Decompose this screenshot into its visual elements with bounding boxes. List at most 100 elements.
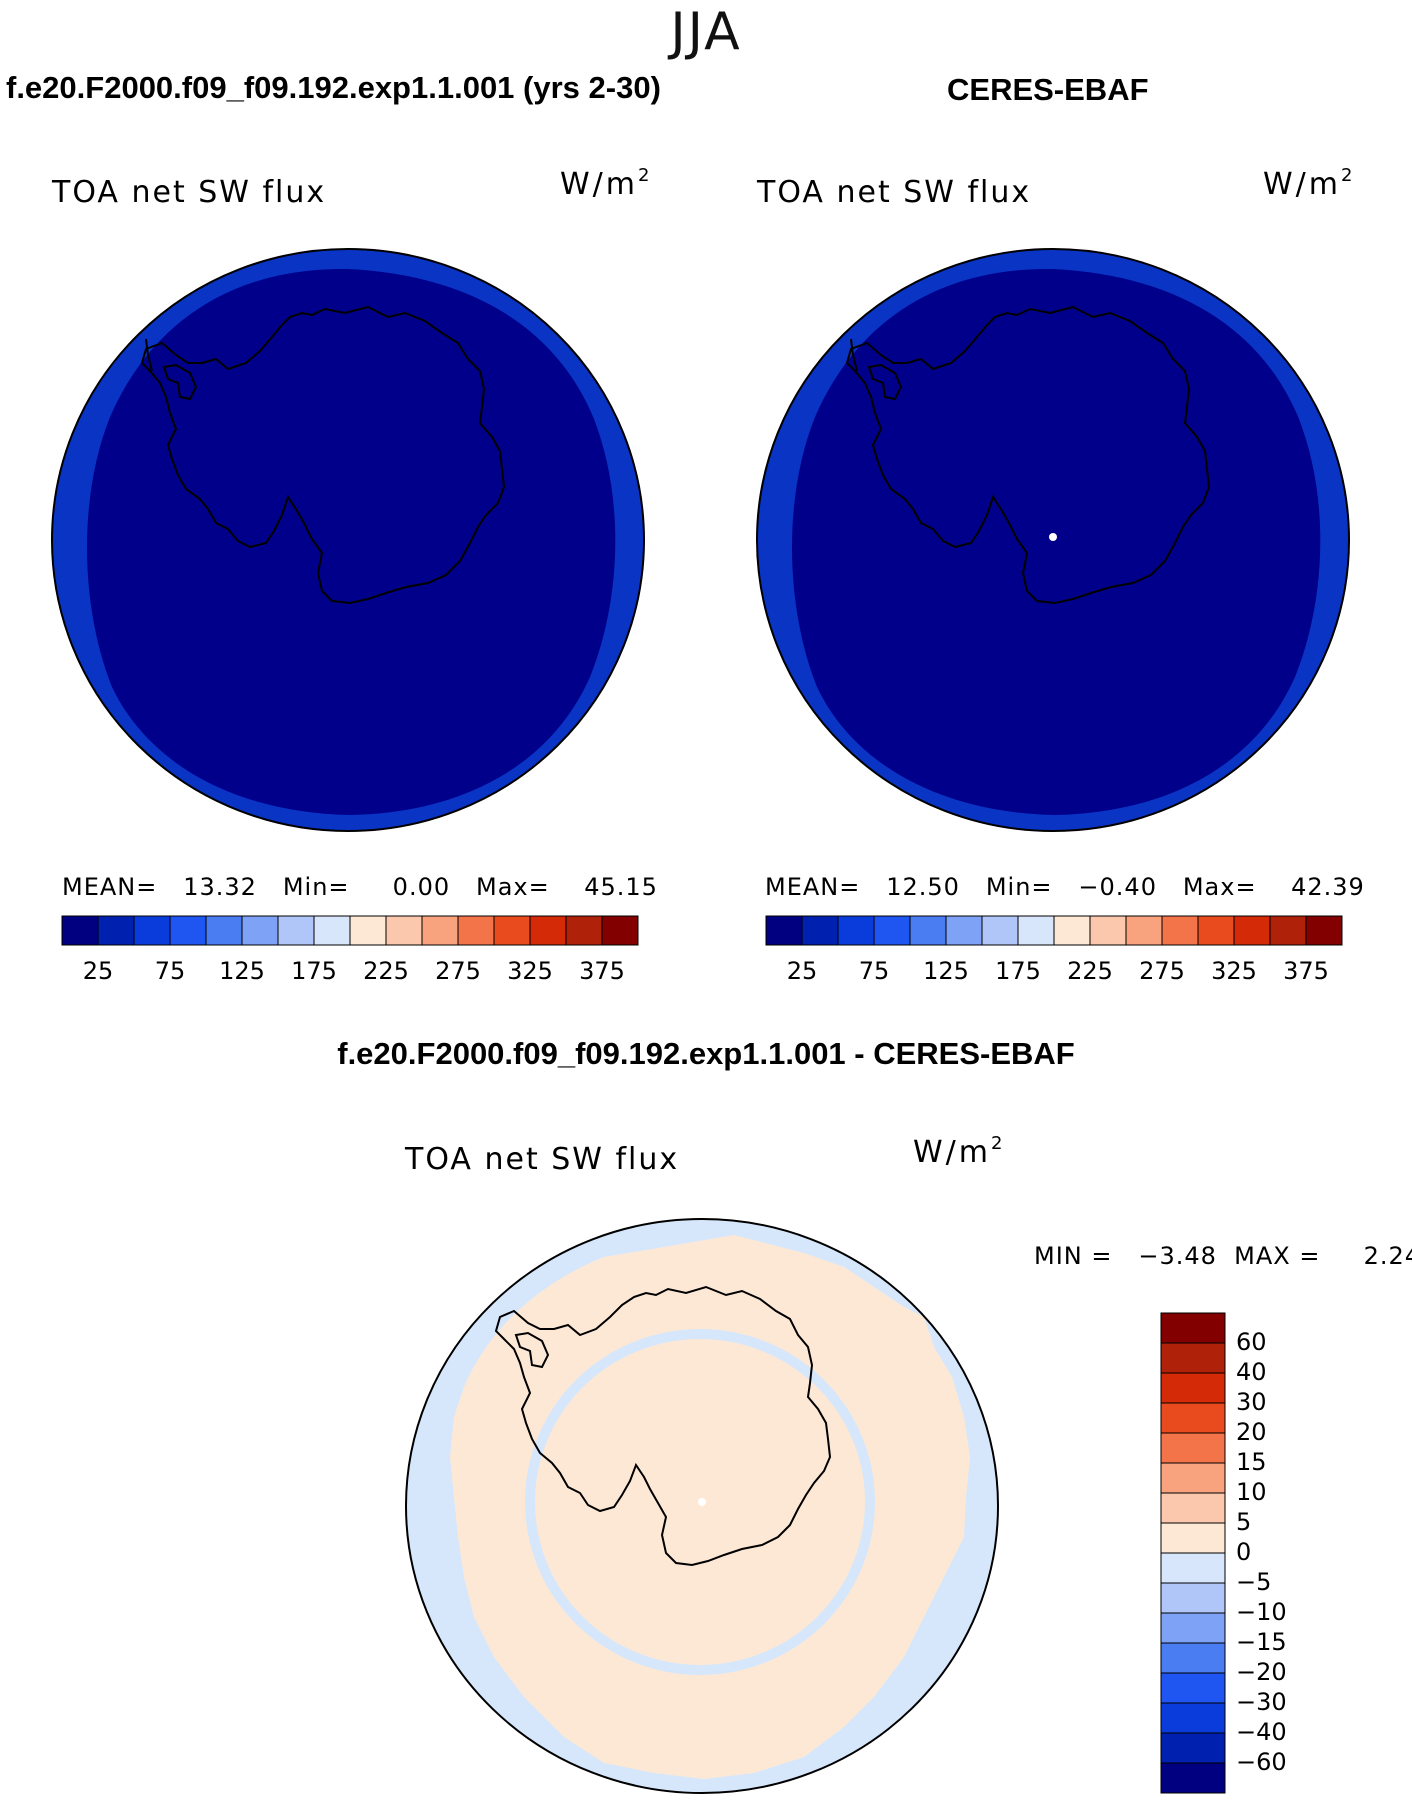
obs-colorbar-tick-label: 25: [786, 957, 818, 985]
ross-ice-shelf-outline: [867, 363, 903, 401]
season-title: JJA: [670, 2, 742, 62]
obs-colorbar-swatch: [765, 915, 803, 946]
diff-colorbar-swatch: [1160, 1642, 1226, 1674]
pole-dot: [698, 1498, 706, 1506]
model-colorbar-tick-label: 275: [435, 957, 481, 985]
diff-colorbar-tick-label: −20: [1236, 1658, 1287, 1686]
model-colorbar-tick-label: 375: [579, 957, 625, 985]
model-colorbar-swatch: [493, 915, 531, 946]
model-colorbar-swatch: [61, 915, 99, 946]
model-colorbar-swatch: [169, 915, 207, 946]
model-panel-title: f.e20.F2000.f09_f09.192.exp1.1.001 (yrs …: [6, 70, 661, 105]
model-colorbar-swatch: [421, 915, 459, 946]
inner-field: [86, 268, 616, 815]
model-colorbar-swatch: [133, 915, 171, 946]
obs-colorbar-tick-label: 275: [1139, 957, 1185, 985]
model-variable-label: TOA net SW flux: [52, 175, 327, 210]
model-map: [51, 248, 645, 832]
diff-colorbar: [1160, 1312, 1226, 1794]
obs-colorbar-swatch: [1305, 915, 1343, 946]
diff-colorbar-swatch: [1160, 1522, 1226, 1554]
model-colorbar: [61, 915, 639, 946]
peninsula-outline: [145, 338, 153, 372]
model-colorbar-swatch: [565, 915, 603, 946]
diff-colorbar-tick-label: 40: [1236, 1358, 1267, 1386]
obs-colorbar-swatch: [1161, 915, 1199, 946]
obs-colorbar-swatch: [1089, 915, 1127, 946]
model-colorbar-swatch: [385, 915, 423, 946]
diff-colorbar-swatch: [1160, 1552, 1226, 1584]
obs-colorbar: [765, 915, 1343, 946]
model-colorbar-swatch: [97, 915, 135, 946]
ross-ice-shelf-outline: [514, 1331, 550, 1369]
diff-stats: MIN = −3.48 MAX = 2.24: [1034, 1242, 1412, 1270]
model-colorbar-tick-label: 75: [154, 957, 186, 985]
peninsula-outline: [850, 338, 858, 372]
model-colorbar-swatch: [205, 915, 243, 946]
model-colorbar-swatch: [349, 915, 387, 946]
diff-colorbar-swatch: [1160, 1492, 1226, 1524]
obs-colorbar-tick-label: 125: [923, 957, 969, 985]
obs-panel-title: CERES-EBAF: [947, 72, 1149, 107]
antarctica-coastline: [494, 1285, 832, 1567]
diff-colorbar-tick-label: −5: [1236, 1568, 1272, 1596]
model-colorbar-tick-label: 225: [363, 957, 409, 985]
diff-colorbar-tick-label: −40: [1236, 1718, 1287, 1746]
model-colorbar-tick-label: 325: [507, 957, 553, 985]
obs-colorbar-swatch: [1125, 915, 1163, 946]
diff-colorbar-swatch: [1160, 1612, 1226, 1644]
model-colorbar-swatch: [601, 915, 639, 946]
diff-colorbar-tick-label: −10: [1236, 1598, 1287, 1626]
diff-variable-label: TOA net SW flux: [405, 1142, 680, 1177]
diff-colorbar-swatch: [1160, 1342, 1226, 1374]
obs-colorbar-swatch: [1269, 915, 1307, 946]
obs-colorbar-swatch: [1017, 915, 1055, 946]
diff-map: [405, 1218, 999, 1794]
diff-colorbar-tick-label: 5: [1236, 1508, 1252, 1536]
model-colorbar-swatch: [529, 915, 567, 946]
positive-field: [450, 1235, 970, 1779]
obs-colorbar-swatch: [801, 915, 839, 946]
obs-colorbar-swatch: [909, 915, 947, 946]
diff-units-label: W/m2: [913, 1133, 1003, 1170]
obs-colorbar-tick-label: 75: [858, 957, 890, 985]
model-colorbar-swatch: [457, 915, 495, 946]
diff-colorbar-tick-label: −30: [1236, 1688, 1287, 1716]
diff-colorbar-tick-label: 60: [1236, 1328, 1267, 1356]
pole-dot: [1049, 533, 1057, 541]
diff-colorbar-swatch: [1160, 1672, 1226, 1704]
model-colorbar-labels: 25 75 125 175 225 275 325 375: [62, 957, 638, 987]
ross-ice-shelf-outline: [162, 363, 198, 401]
inner-field: [791, 268, 1321, 815]
diff-colorbar-tick-label: 30: [1236, 1388, 1267, 1416]
diff-colorbar-swatch: [1160, 1462, 1226, 1494]
model-units-label: W/m2: [560, 165, 650, 202]
obs-colorbar-tick-label: 325: [1211, 957, 1257, 985]
obs-colorbar-tick-label: 175: [995, 957, 1041, 985]
diff-colorbar-swatch: [1160, 1762, 1226, 1794]
obs-colorbar-swatch: [945, 915, 983, 946]
diff-colorbar-swatch: [1160, 1732, 1226, 1764]
diff-colorbar-swatch: [1160, 1582, 1226, 1614]
model-colorbar-swatch: [277, 915, 315, 946]
obs-colorbar-swatch: [1233, 915, 1271, 946]
model-colorbar-tick-label: 125: [219, 957, 265, 985]
obs-colorbar-labels: 25 75 125 175 225 275 325 375: [766, 957, 1342, 987]
negative-ring: [525, 1329, 875, 1675]
obs-colorbar-swatch: [873, 915, 911, 946]
model-colorbar-tick-label: 25: [82, 957, 114, 985]
diff-colorbar-labels: 60 40 30 20 15 10 5 0 −5 −10 −15 −20 −30 −40 −60: [1236, 1312, 1326, 1794]
model-colorbar-swatch: [241, 915, 279, 946]
diff-colorbar-swatch: [1160, 1432, 1226, 1464]
obs-colorbar-swatch: [981, 915, 1019, 946]
obs-colorbar-swatch: [837, 915, 875, 946]
diff-panel-title: f.e20.F2000.f09_f09.192.exp1.1.001 - CER…: [337, 1036, 1075, 1071]
diff-colorbar-tick-label: 0: [1236, 1538, 1252, 1566]
map-boundary: [756, 248, 1350, 832]
diff-colorbar-tick-label: −15: [1236, 1628, 1287, 1656]
diff-colorbar-swatch: [1160, 1402, 1226, 1434]
model-colorbar-swatch: [313, 915, 351, 946]
model-colorbar-tick-label: 175: [291, 957, 337, 985]
map-boundary: [51, 248, 645, 832]
diff-colorbar-tick-label: −60: [1236, 1748, 1287, 1776]
